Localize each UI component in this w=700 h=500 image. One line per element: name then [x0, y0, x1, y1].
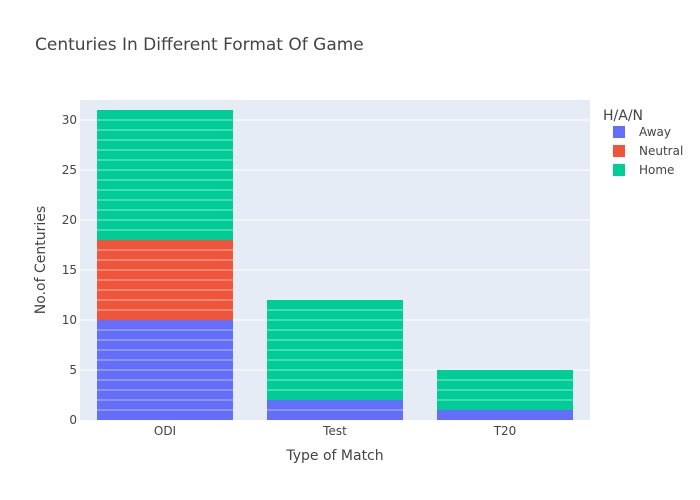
legend-label-neutral[interactable]: Neutral	[639, 144, 683, 158]
legend-swatch-home[interactable]	[613, 164, 625, 176]
legend-label-away[interactable]: Away	[639, 125, 671, 139]
y-tick-label: 15	[62, 263, 77, 277]
x-tick-label: T20	[493, 424, 517, 438]
y-tick-label: 25	[62, 163, 77, 177]
legend: H/A/N Away Neutral Home	[603, 108, 683, 177]
legend-title: H/A/N	[603, 108, 643, 124]
bars	[97, 110, 573, 420]
legend-swatch-neutral[interactable]	[613, 145, 625, 157]
y-tick-label: 20	[62, 213, 77, 227]
y-tick-label: 30	[62, 113, 77, 127]
bar-t20-away[interactable]	[437, 410, 573, 420]
y-tick-label: 10	[62, 313, 77, 327]
y-axis-title: No.of Centuries	[33, 206, 49, 314]
x-axis-ticks: ODI Test T20	[154, 424, 516, 438]
x-tick-label: Test	[322, 424, 347, 438]
x-axis-title: Type of Match	[285, 448, 383, 464]
legend-swatch-away[interactable]	[613, 126, 625, 138]
y-tick-label: 5	[69, 363, 77, 377]
bar-odi-home[interactable]	[97, 110, 233, 240]
y-tick-label: 0	[69, 413, 77, 427]
y-axis-ticks: 0 5 10 15 20 25 30	[62, 113, 77, 427]
x-tick-label: ODI	[154, 424, 176, 438]
chart-title: Centuries In Different Format Of Game	[35, 35, 364, 55]
legend-label-home[interactable]: Home	[639, 163, 674, 177]
